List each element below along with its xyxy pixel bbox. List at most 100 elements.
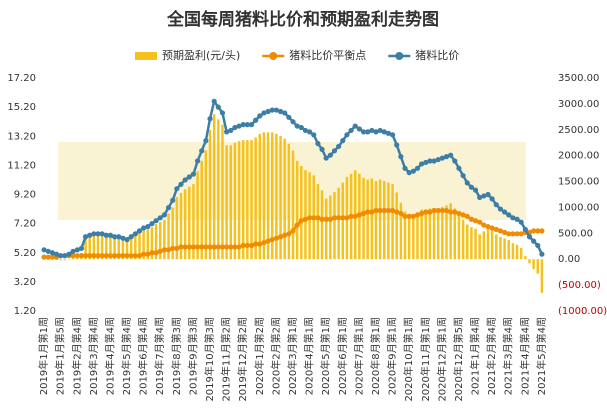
line-marker: [107, 232, 114, 238]
line-marker: [427, 209, 433, 215]
line-marker: [531, 228, 537, 234]
line-marker: [112, 234, 118, 240]
legend-label: 猪料比价: [415, 48, 459, 62]
line-marker: [481, 193, 487, 199]
line-marker: [423, 159, 429, 166]
line-marker: [282, 110, 288, 116]
bar: [208, 129, 212, 260]
bar: [134, 235, 137, 260]
line-marker: [477, 219, 483, 225]
x-tick-label: 2020年12月第1周: [435, 317, 448, 402]
line-marker: [327, 152, 333, 158]
bar: [279, 135, 282, 260]
line-marker: [141, 251, 147, 257]
line-marker: [410, 213, 416, 219]
x-tick-label: 2020年9月第1周: [386, 317, 399, 395]
bar: [59, 259, 62, 261]
line-marker: [506, 231, 512, 237]
line-marker: [161, 212, 167, 218]
line-marker: [348, 213, 354, 219]
line-marker: [410, 168, 416, 174]
line-marker: [460, 172, 466, 179]
line-marker: [414, 212, 421, 218]
legend-swatch: [135, 52, 157, 60]
line-marker: [95, 253, 101, 259]
bar: [150, 227, 154, 260]
line-marker: [182, 177, 188, 183]
line-marker: [348, 127, 354, 134]
line-marker: [211, 244, 217, 250]
line-marker: [70, 253, 76, 259]
bar: [316, 184, 320, 260]
line-marker: [178, 181, 184, 187]
line-marker: [190, 244, 197, 250]
legend-label: 预期盈利(元/头): [162, 49, 240, 62]
bar: [221, 124, 224, 260]
bar: [474, 228, 477, 260]
bar: [229, 145, 233, 260]
y-tick-label: 3.20: [14, 277, 36, 288]
line-marker: [99, 253, 105, 259]
bar: [461, 219, 465, 260]
line-marker: [120, 253, 126, 259]
x-tick-label: 2020年2月第2周: [269, 317, 282, 395]
line-marker: [336, 143, 342, 150]
line-marker: [427, 158, 433, 164]
line-marker: [468, 184, 474, 190]
line-marker: [514, 231, 520, 237]
line-marker: [419, 210, 425, 217]
line-marker: [132, 231, 138, 237]
line-marker: [58, 253, 64, 259]
line-marker: [327, 216, 333, 222]
bar: [424, 210, 428, 260]
bar: [333, 191, 336, 260]
bar: [246, 140, 249, 260]
bar: [457, 214, 461, 260]
bar: [341, 182, 345, 260]
line-marker: [66, 251, 72, 257]
line-marker: [261, 110, 267, 116]
line-marker: [485, 191, 491, 198]
x-tick-label: 2020年3月第1周: [286, 317, 299, 395]
line-marker: [120, 235, 126, 241]
bar: [524, 256, 527, 260]
bar: [217, 119, 220, 260]
bar: [320, 190, 324, 260]
line-marker: [70, 248, 76, 254]
line-marker: [435, 156, 441, 163]
line-marker: [539, 251, 545, 257]
bar: [383, 181, 386, 260]
line-marker: [124, 253, 130, 259]
line-marker: [103, 253, 109, 259]
bar: [449, 203, 452, 260]
line-marker: [145, 223, 151, 230]
line-marker: [78, 245, 85, 251]
bar: [403, 211, 407, 260]
line-marker: [472, 218, 479, 224]
line-marker: [369, 209, 375, 215]
line-marker: [439, 155, 445, 161]
bar: [138, 233, 141, 260]
bar: [407, 215, 411, 260]
bar: [100, 235, 104, 260]
bar: [121, 239, 125, 260]
line-marker: [248, 242, 255, 249]
line-marker: [398, 154, 404, 160]
bar: [366, 179, 369, 260]
line-marker: [277, 234, 284, 240]
bar: [412, 214, 415, 260]
line-marker: [360, 210, 367, 217]
line-marker: [116, 234, 122, 240]
x-tick-label: 2021年2月第4周: [485, 317, 498, 395]
bar: [507, 240, 510, 260]
line-marker: [128, 234, 134, 240]
line-marker: [203, 244, 209, 250]
line-marker: [344, 215, 350, 221]
line-marker: [464, 180, 470, 186]
line-marker: [207, 116, 213, 122]
bar: [204, 150, 208, 260]
line-marker: [377, 207, 383, 214]
line-marker: [526, 234, 533, 240]
bar: [125, 241, 129, 260]
